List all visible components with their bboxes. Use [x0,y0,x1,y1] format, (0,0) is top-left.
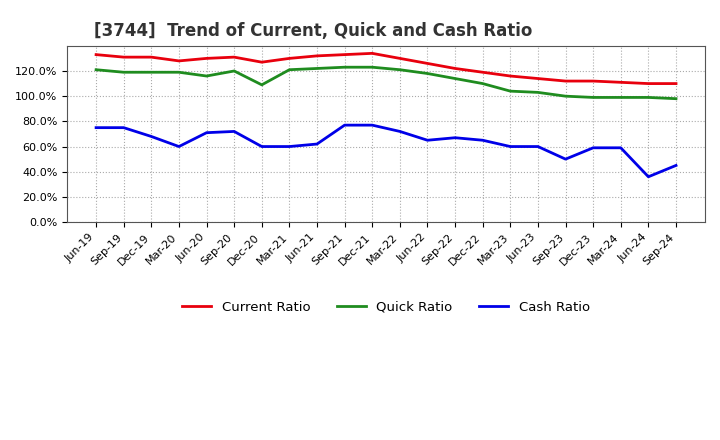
Cash Ratio [644,174,653,180]
Cash Ratio [616,145,625,150]
Quick Ratio [258,82,266,88]
Cash Ratio [230,129,238,134]
Quick Ratio [147,70,156,75]
Quick Ratio [312,66,321,71]
Quick Ratio [120,70,128,75]
Cash Ratio [423,138,432,143]
Current Ratio [147,55,156,60]
Quick Ratio [230,68,238,73]
Quick Ratio [561,94,570,99]
Current Ratio [230,55,238,60]
Line: Current Ratio: Current Ratio [96,53,676,84]
Quick Ratio [478,81,487,86]
Cash Ratio [534,144,542,149]
Quick Ratio [202,73,211,79]
Cash Ratio [478,138,487,143]
Cash Ratio [341,122,349,128]
Current Ratio [175,58,184,63]
Quick Ratio [451,76,459,81]
Quick Ratio [368,65,377,70]
Current Ratio [451,66,459,71]
Cash Ratio [202,130,211,136]
Quick Ratio [506,88,515,94]
Cash Ratio [312,141,321,147]
Current Ratio [312,53,321,59]
Current Ratio [616,80,625,85]
Current Ratio [561,78,570,84]
Current Ratio [91,52,100,57]
Current Ratio [478,70,487,75]
Quick Ratio [423,71,432,76]
Current Ratio [672,81,680,86]
Cash Ratio [451,135,459,140]
Cash Ratio [175,144,184,149]
Quick Ratio [175,70,184,75]
Cash Ratio [506,144,515,149]
Cash Ratio [285,144,294,149]
Legend: Current Ratio, Quick Ratio, Cash Ratio: Current Ratio, Quick Ratio, Cash Ratio [177,296,595,319]
Current Ratio [120,55,128,60]
Cash Ratio [368,122,377,128]
Cash Ratio [589,145,598,150]
Quick Ratio [341,65,349,70]
Current Ratio [506,73,515,79]
Text: [3744]  Trend of Current, Quick and Cash Ratio: [3744] Trend of Current, Quick and Cash … [94,22,532,40]
Cash Ratio [672,163,680,168]
Cash Ratio [561,157,570,162]
Current Ratio [368,51,377,56]
Quick Ratio [285,67,294,72]
Quick Ratio [589,95,598,100]
Line: Cash Ratio: Cash Ratio [96,125,676,177]
Cash Ratio [91,125,100,130]
Line: Quick Ratio: Quick Ratio [96,67,676,99]
Current Ratio [258,59,266,65]
Quick Ratio [395,67,404,72]
Quick Ratio [672,96,680,101]
Current Ratio [285,56,294,61]
Quick Ratio [644,95,653,100]
Current Ratio [589,78,598,84]
Quick Ratio [91,67,100,72]
Quick Ratio [616,95,625,100]
Current Ratio [534,76,542,81]
Current Ratio [423,61,432,66]
Current Ratio [644,81,653,86]
Quick Ratio [534,90,542,95]
Cash Ratio [147,134,156,139]
Current Ratio [202,56,211,61]
Cash Ratio [395,129,404,134]
Current Ratio [395,56,404,61]
Cash Ratio [258,144,266,149]
Cash Ratio [120,125,128,130]
Current Ratio [341,52,349,57]
